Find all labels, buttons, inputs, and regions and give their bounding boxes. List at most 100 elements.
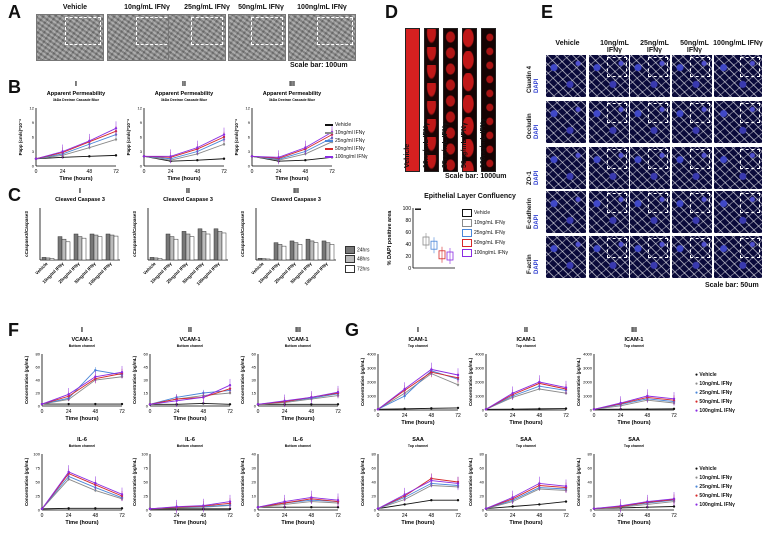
bar bbox=[149, 257, 155, 261]
chart-G-ICAM-III-xlabel: Time (hours) bbox=[617, 420, 650, 426]
panel-b-label: B bbox=[8, 77, 21, 97]
zoom-inset bbox=[648, 149, 668, 169]
panel-e-label: E bbox=[541, 2, 554, 22]
legend-b-25: 25ng/ml IFNγ bbox=[325, 137, 380, 145]
legend-d-vehicle: Vehicle bbox=[462, 208, 534, 218]
micrograph-25ng bbox=[168, 14, 226, 61]
panel-d-scale-bar: Scale bar: 1000um bbox=[445, 173, 507, 180]
chart-B-I-ylabel: Papp (cm/s)*10⁻⁶ bbox=[18, 119, 23, 156]
chart-C-II-roman: II bbox=[186, 188, 190, 195]
chart-G-SAA-I-ylabel: Concentration (pg/mL) bbox=[360, 457, 365, 506]
chart-F-IL6-III-xlabel: Time (hours) bbox=[281, 520, 314, 526]
chart-G-SAA-II-subtitle: Top channel bbox=[516, 444, 536, 448]
chart-B-II-roman: II bbox=[182, 81, 186, 88]
chart-F-VCAM-II-xtick: 24 bbox=[174, 409, 180, 415]
chart-F-IL6-I-xtick: 24 bbox=[66, 513, 72, 519]
panel-g-label: G bbox=[345, 320, 360, 340]
panel-c-label: C bbox=[8, 185, 21, 205]
zoom-inset bbox=[690, 193, 710, 213]
chart-G-SAA-II-ytick: 80 bbox=[480, 452, 485, 457]
chart-F-VCAM-I-roman: I bbox=[81, 327, 83, 334]
series-line bbox=[41, 373, 123, 405]
data-point bbox=[94, 507, 97, 510]
series-line bbox=[41, 507, 122, 510]
bar bbox=[181, 231, 187, 261]
series-line bbox=[377, 370, 459, 410]
chart-F-IL6-I-ytick: 25 bbox=[36, 494, 41, 499]
chart-B-I-ytick: 12 bbox=[30, 106, 35, 111]
fluorescence-image bbox=[589, 101, 629, 143]
fluorescence-image bbox=[630, 147, 670, 189]
chart-C-III-category-label: Vehicle bbox=[250, 261, 265, 276]
marker-label: Claudin 4 bbox=[527, 65, 533, 93]
chart-F-VCAM-I-ytick: 0 bbox=[38, 404, 41, 409]
chart-B-III-subtitle: 3kDa Dextran Cascade Blue bbox=[269, 98, 315, 102]
data-point bbox=[564, 407, 568, 410]
bar bbox=[89, 233, 95, 261]
series-line bbox=[143, 155, 225, 162]
chart-B-III-xlabel: Time (hours) bbox=[275, 176, 308, 182]
legend-g2-100-label: 100ng/mL IFNγ bbox=[699, 502, 735, 508]
fluorescence-image bbox=[630, 191, 670, 233]
chart-G-ICAM-III-ylabel: Concentration (pg/mL) bbox=[576, 357, 581, 406]
micrograph-100ng bbox=[288, 14, 356, 61]
chart-G-ICAM-III-ytick: 3000 bbox=[583, 366, 593, 371]
micrograph-50ng bbox=[228, 14, 286, 61]
bar bbox=[153, 257, 159, 261]
legend-g1-25: ● 25ng/mL IFNγ bbox=[695, 390, 733, 396]
panel-a-col-100: 100ng/mL IFNγ bbox=[297, 4, 347, 11]
chart-G-SAA-I-xtick: 72 bbox=[455, 513, 461, 519]
chart-C-III: III Cleaved Caspase 3 cCaspase3/Caspase3 Ve… bbox=[240, 188, 336, 286]
fluorescence-image bbox=[589, 191, 629, 233]
zoom-inset bbox=[690, 238, 710, 258]
confluency-ytick: 80 bbox=[405, 218, 411, 224]
chart-G-SAA-I-ytick: 40 bbox=[372, 480, 377, 485]
chart-G-ICAM-II-xlabel: Time (hours) bbox=[509, 420, 542, 426]
chart-G-ICAM-III-xtick: 48 bbox=[645, 413, 651, 419]
bar bbox=[41, 257, 47, 261]
data-point bbox=[88, 155, 91, 158]
chart-B-I-ytick: 3 bbox=[32, 149, 35, 154]
legend-c-48-label: 48hrs bbox=[357, 256, 370, 263]
chart-B-I-ytick: 6 bbox=[32, 135, 35, 140]
data-point bbox=[403, 407, 406, 411]
chart-B-I-roman: I bbox=[75, 81, 77, 88]
fluorescence-image bbox=[714, 191, 762, 233]
chart-B-III-ytick: 3 bbox=[248, 149, 251, 154]
chart-G-SAA-I-ytick: 80 bbox=[372, 452, 377, 457]
chart-F-VCAM-III-subtitle: Bottom channel bbox=[285, 344, 311, 348]
dapi-label: DAPI bbox=[534, 170, 540, 185]
chart-F-VCAM-III-ytick: 60 bbox=[252, 352, 257, 357]
chart-G-ICAM-I-ytick: 3000 bbox=[367, 366, 377, 371]
panel-e-col-vehicle: Vehicle bbox=[555, 40, 580, 47]
bar bbox=[309, 240, 315, 261]
chart-F-VCAM-III-ylabel: Concentration (pg/mL) bbox=[240, 355, 245, 404]
chart-B-I-subtitle: 3kDa Dextran Cascade Blue bbox=[53, 98, 99, 102]
chart-F-VCAM-III-ytick: 0 bbox=[254, 404, 257, 409]
bar bbox=[57, 236, 63, 261]
series-line bbox=[144, 134, 225, 157]
bar bbox=[109, 234, 115, 261]
confluency-chart: 100 80 60 40 20 0 % DAPI positive area bbox=[387, 206, 455, 272]
legend-b-50: 50ng/ml IFNγ bbox=[325, 145, 380, 153]
chart-F-IL6-I-title: IL-6 bbox=[77, 437, 87, 443]
marker-label: E-cadherin bbox=[527, 197, 533, 229]
legend-d-vehicle-label: Vehicle bbox=[474, 210, 491, 216]
bar bbox=[293, 242, 299, 261]
lane-100ng bbox=[481, 28, 496, 172]
legend-g1-100-label: 100ng/mL IFNγ bbox=[699, 408, 735, 414]
bar bbox=[217, 231, 223, 261]
data-point bbox=[120, 402, 124, 406]
series-line bbox=[257, 501, 339, 508]
bar bbox=[273, 242, 279, 261]
chart-G-SAA-III-ytick: 60 bbox=[588, 466, 593, 471]
chart-B-I-title: Apparent Permeability bbox=[47, 91, 106, 97]
chart-F-VCAM-I-ylabel: Concentration (pg/mL) bbox=[24, 355, 29, 404]
series-line bbox=[593, 498, 675, 510]
fluorescence-image bbox=[714, 55, 762, 97]
chart-G-ICAM-II-ytick: 1000 bbox=[475, 394, 485, 399]
chart-F-VCAM-II-xtick: 72 bbox=[227, 409, 233, 415]
panel-d-legend: Vehicle 10ng/mL IFNγ 25ng/mL IFNγ 50ng/m… bbox=[462, 208, 534, 258]
